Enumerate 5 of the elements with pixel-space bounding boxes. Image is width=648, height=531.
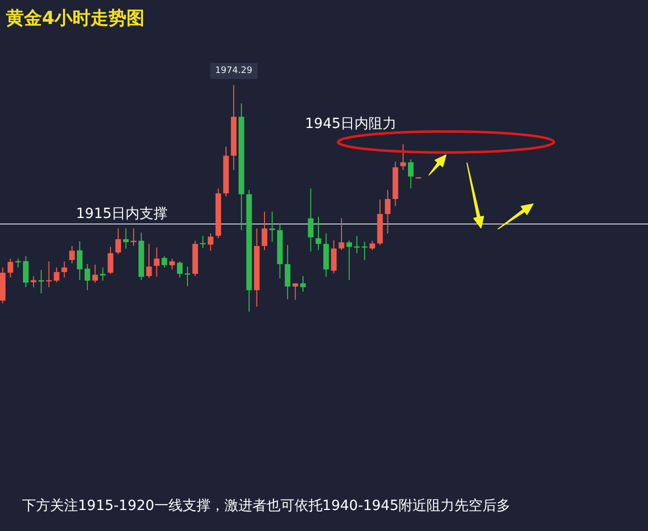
ref-line-label: 1915日内支撑 <box>76 206 168 222</box>
text: 下方关注1915-1920一线支撑，激进者也可依托1940-1945附近阻力先空后多 <box>22 498 511 514</box>
chart-title: 黄金4小时走势图 <box>5 8 145 29</box>
annotation: 1945日内阻力 <box>305 116 397 132</box>
value-label: 1974.29 <box>210 63 258 79</box>
